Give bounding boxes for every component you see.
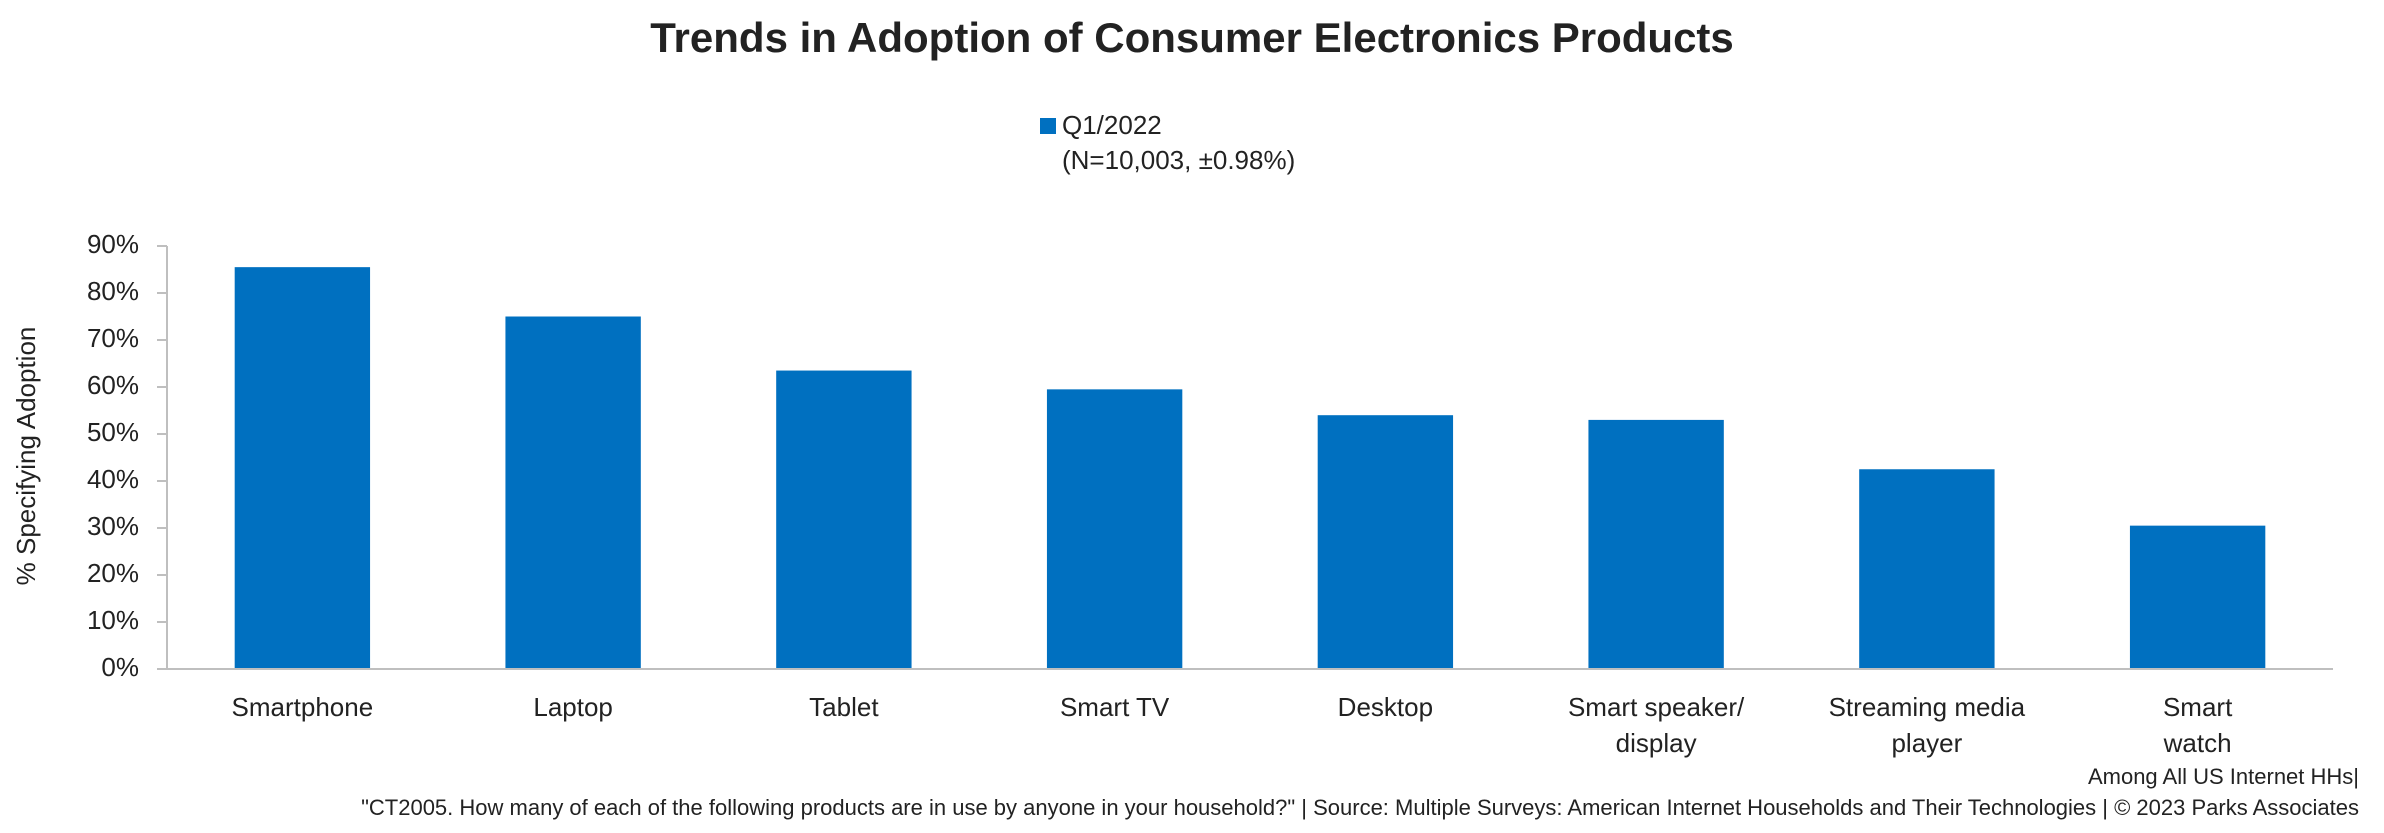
x-tick-label: Tablet xyxy=(809,692,879,722)
footnote: Among All US Internet HHs| xyxy=(2088,764,2359,789)
x-tick-label: Laptop xyxy=(533,692,613,722)
chart-title: Trends in Adoption of Consumer Electroni… xyxy=(650,14,1734,61)
y-tick-label: 10% xyxy=(87,605,139,635)
x-tick-label: Desktop xyxy=(1337,692,1434,722)
legend-swatch xyxy=(1040,118,1056,134)
source: "CT2005. How many of each of the followi… xyxy=(361,795,2359,820)
x-tick-label: Streaming media player xyxy=(1828,692,2026,758)
bar xyxy=(776,370,912,669)
x-tick-label: Smart TV xyxy=(1059,692,1170,722)
x-tick-label: Smartphone xyxy=(231,692,374,722)
bar xyxy=(1317,415,1454,669)
bar xyxy=(1046,389,1183,669)
y-tick-label: 0% xyxy=(101,652,139,682)
y-axis-label: % Specifying Adoption xyxy=(11,327,41,586)
legend-label: Q1/2022 xyxy=(1062,110,1162,140)
bar xyxy=(2129,525,2266,669)
bar xyxy=(1588,419,1724,669)
x-tick-label: Smart speaker/ display xyxy=(1567,692,1745,758)
bar xyxy=(505,316,641,669)
y-tick-label: 20% xyxy=(87,558,139,588)
y-tick-label: 50% xyxy=(87,417,139,447)
y-tick-label: 70% xyxy=(87,323,139,353)
y-tick-label: 60% xyxy=(87,370,139,400)
x-tick-label: Smart watch xyxy=(2162,692,2233,758)
legend-subtitle: (N=10,003, ±0.98%) xyxy=(1062,145,1295,175)
y-tick-label: 80% xyxy=(87,276,139,306)
y-tick-label: 30% xyxy=(87,511,139,541)
y-tick-label: 40% xyxy=(87,464,139,494)
bar xyxy=(234,267,371,669)
bar xyxy=(1859,469,1995,669)
y-tick-label: 90% xyxy=(87,229,139,259)
